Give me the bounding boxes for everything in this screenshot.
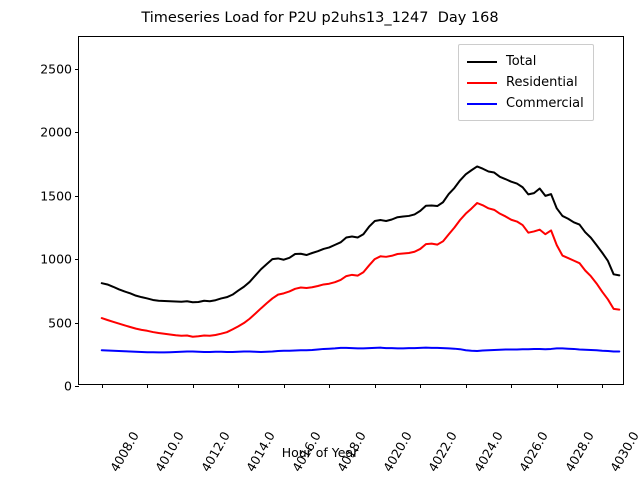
y-tick-label: 1000 (40, 251, 72, 267)
legend-item-residential: Residential (467, 72, 584, 93)
y-tick-label: 2000 (40, 124, 72, 140)
y-tick-label: 2500 (40, 61, 72, 77)
y-tick-label: 500 (48, 315, 72, 331)
x-tick-mark (329, 384, 331, 388)
legend-item-commercial: Commercial (467, 93, 584, 114)
x-tick-mark (101, 384, 103, 388)
x-tick-mark (556, 384, 558, 388)
x-tick-mark (511, 384, 513, 388)
x-tick-mark (602, 384, 604, 388)
legend-swatch-commercial (467, 102, 497, 105)
y-tick-mark (75, 195, 79, 197)
legend-swatch-residential (467, 81, 497, 84)
series-line-commercial (100, 346, 621, 354)
legend-item-total: Total (467, 51, 584, 72)
x-tick-mark (147, 384, 149, 388)
x-tick-mark (192, 384, 194, 388)
legend-label-total: Total (506, 54, 537, 69)
x-tick-mark (420, 384, 422, 388)
series-line-residential (100, 202, 621, 338)
y-tick-label: 1500 (40, 188, 72, 204)
plot-lines (100, 165, 621, 354)
x-tick-mark (238, 384, 240, 388)
legend-swatch-total (467, 60, 497, 63)
x-tick-mark (465, 384, 467, 388)
chart-title: Timeseries Load for P2U p2uhs13_1247 Day… (141, 10, 499, 26)
legend-label-commercial: Commercial (506, 96, 584, 111)
x-tick-mark (283, 384, 285, 388)
y-tick-mark (75, 132, 79, 134)
legend-label-residential: Residential (506, 75, 578, 90)
y-tick-mark (75, 386, 79, 388)
y-tick-mark (75, 322, 79, 324)
x-tick-mark (374, 384, 376, 388)
y-tick-mark (75, 68, 79, 70)
x-axis-label: Hour of Year (281, 445, 359, 460)
series-line-total (100, 165, 621, 304)
chart-legend: Total Residential Commercial (458, 44, 594, 121)
y-tick-mark (75, 259, 79, 261)
y-tick-label: 0 (64, 378, 72, 394)
